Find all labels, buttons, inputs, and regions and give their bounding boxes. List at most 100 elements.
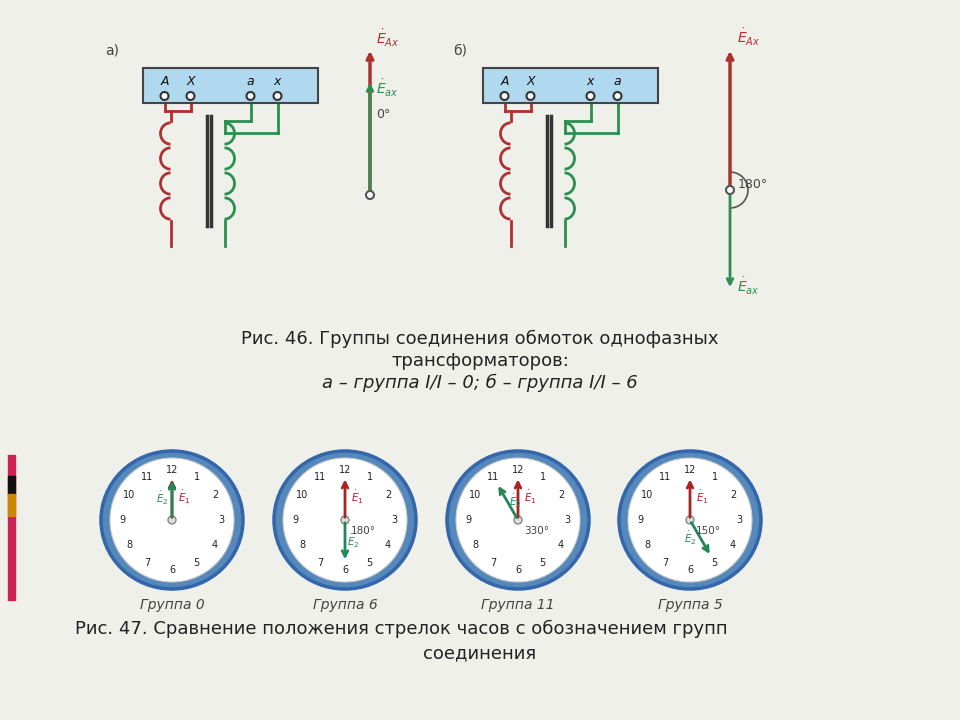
Text: 12: 12	[339, 465, 351, 475]
Text: $\dot{E}_1$: $\dot{E}_1$	[178, 489, 191, 506]
Text: 10: 10	[641, 490, 653, 500]
Text: 7: 7	[490, 558, 496, 568]
Text: Рис. 47. Сравнение положения стрелок часов с обозначением групп: Рис. 47. Сравнение положения стрелок час…	[75, 620, 728, 638]
Text: а – группа I/I – 0; б – группа I/I – 6: а – группа I/I – 0; б – группа I/I – 6	[323, 374, 637, 392]
Text: x: x	[274, 75, 281, 88]
Text: 4: 4	[558, 540, 564, 550]
Text: 7: 7	[144, 558, 151, 568]
Text: 8: 8	[644, 540, 650, 550]
Text: 8: 8	[472, 540, 478, 550]
Text: x: x	[587, 75, 594, 88]
Text: 6: 6	[169, 564, 175, 575]
Text: $\dot{E}_2$: $\dot{E}_2$	[156, 490, 168, 508]
Text: а): а)	[105, 44, 119, 58]
Text: $\dot{E}_{Ax}$: $\dot{E}_{Ax}$	[737, 27, 760, 48]
Text: 4: 4	[212, 540, 218, 550]
Ellipse shape	[274, 451, 416, 589]
Circle shape	[726, 186, 734, 194]
Circle shape	[366, 191, 374, 199]
Text: $\dot{E}_1$: $\dot{E}_1$	[696, 489, 708, 506]
Circle shape	[526, 92, 535, 100]
Text: 12: 12	[166, 465, 179, 475]
Text: 11: 11	[487, 472, 499, 482]
Text: 180°: 180°	[351, 526, 376, 536]
Text: 3: 3	[219, 515, 225, 525]
Text: X: X	[526, 75, 535, 88]
Text: Группа 6: Группа 6	[313, 598, 377, 612]
Text: 11: 11	[660, 472, 671, 482]
Text: 3: 3	[736, 515, 743, 525]
Text: $\dot{E}_{ax}$: $\dot{E}_{ax}$	[376, 78, 398, 99]
Text: Группа 5: Группа 5	[658, 598, 722, 612]
Text: 5: 5	[711, 558, 718, 568]
Text: соединения: соединения	[423, 644, 537, 662]
Text: 0°: 0°	[376, 108, 391, 121]
Text: 9: 9	[637, 515, 643, 525]
Text: $\dot{E}_1$: $\dot{E}_1$	[351, 489, 364, 506]
Text: 4: 4	[385, 540, 391, 550]
Circle shape	[341, 516, 349, 524]
Text: 7: 7	[662, 558, 668, 568]
Text: 6: 6	[515, 564, 521, 575]
Text: 6: 6	[342, 564, 348, 575]
Text: 4: 4	[730, 540, 736, 550]
Text: 2: 2	[385, 490, 391, 500]
Text: Рис. 46. Группы соединения обмоток однофазных: Рис. 46. Группы соединения обмоток одноф…	[241, 330, 719, 348]
Text: 9: 9	[293, 515, 299, 525]
Circle shape	[514, 516, 522, 524]
Bar	[483, 68, 658, 103]
Text: a: a	[247, 75, 254, 88]
Text: Группа 0: Группа 0	[139, 598, 204, 612]
Text: 8: 8	[299, 540, 305, 550]
Text: 2: 2	[730, 490, 736, 500]
Ellipse shape	[619, 451, 761, 589]
Circle shape	[686, 516, 694, 524]
Text: 11: 11	[141, 472, 154, 482]
Text: 10: 10	[468, 490, 481, 500]
Text: a: a	[613, 75, 621, 88]
Text: 1: 1	[367, 472, 372, 482]
Text: 10: 10	[296, 490, 308, 500]
Ellipse shape	[101, 451, 243, 589]
Circle shape	[628, 458, 752, 582]
Circle shape	[283, 458, 407, 582]
Ellipse shape	[447, 451, 589, 589]
Text: X: X	[186, 75, 195, 88]
Text: 5: 5	[194, 558, 200, 568]
Text: 7: 7	[317, 558, 324, 568]
Text: б): б)	[453, 44, 467, 58]
Circle shape	[500, 92, 509, 100]
Text: 150°: 150°	[696, 526, 721, 536]
Text: 330°: 330°	[524, 526, 549, 536]
Text: $\dot{E}_2$: $\dot{E}_2$	[684, 530, 697, 546]
Text: 9: 9	[466, 515, 471, 525]
Text: 6: 6	[687, 564, 693, 575]
Text: 5: 5	[367, 558, 372, 568]
Text: 9: 9	[119, 515, 126, 525]
Text: 3: 3	[564, 515, 570, 525]
Text: 5: 5	[540, 558, 546, 568]
Text: трансформаторов:: трансформаторов:	[391, 352, 569, 370]
Bar	[8, 494, 15, 516]
Circle shape	[110, 458, 234, 582]
Circle shape	[247, 92, 254, 100]
Circle shape	[160, 92, 169, 100]
Bar	[142, 68, 318, 103]
Text: $\dot{E}_{Ax}$: $\dot{E}_{Ax}$	[376, 28, 399, 50]
Circle shape	[613, 92, 621, 100]
Text: $\dot{E}_1$: $\dot{E}_1$	[524, 489, 537, 506]
Text: 2: 2	[212, 490, 218, 500]
Bar	[8, 476, 15, 494]
Text: 10: 10	[123, 490, 135, 500]
Circle shape	[587, 92, 594, 100]
Text: $\dot{E}_2$: $\dot{E}_2$	[509, 493, 521, 510]
Text: 1: 1	[540, 472, 546, 482]
Text: $\dot{E}_2$: $\dot{E}_2$	[347, 533, 359, 549]
Text: 1: 1	[194, 472, 200, 482]
Text: A: A	[160, 75, 169, 88]
Circle shape	[186, 92, 195, 100]
Text: 12: 12	[684, 465, 696, 475]
Bar	[8, 455, 15, 600]
Text: 3: 3	[392, 515, 397, 525]
Circle shape	[456, 458, 580, 582]
